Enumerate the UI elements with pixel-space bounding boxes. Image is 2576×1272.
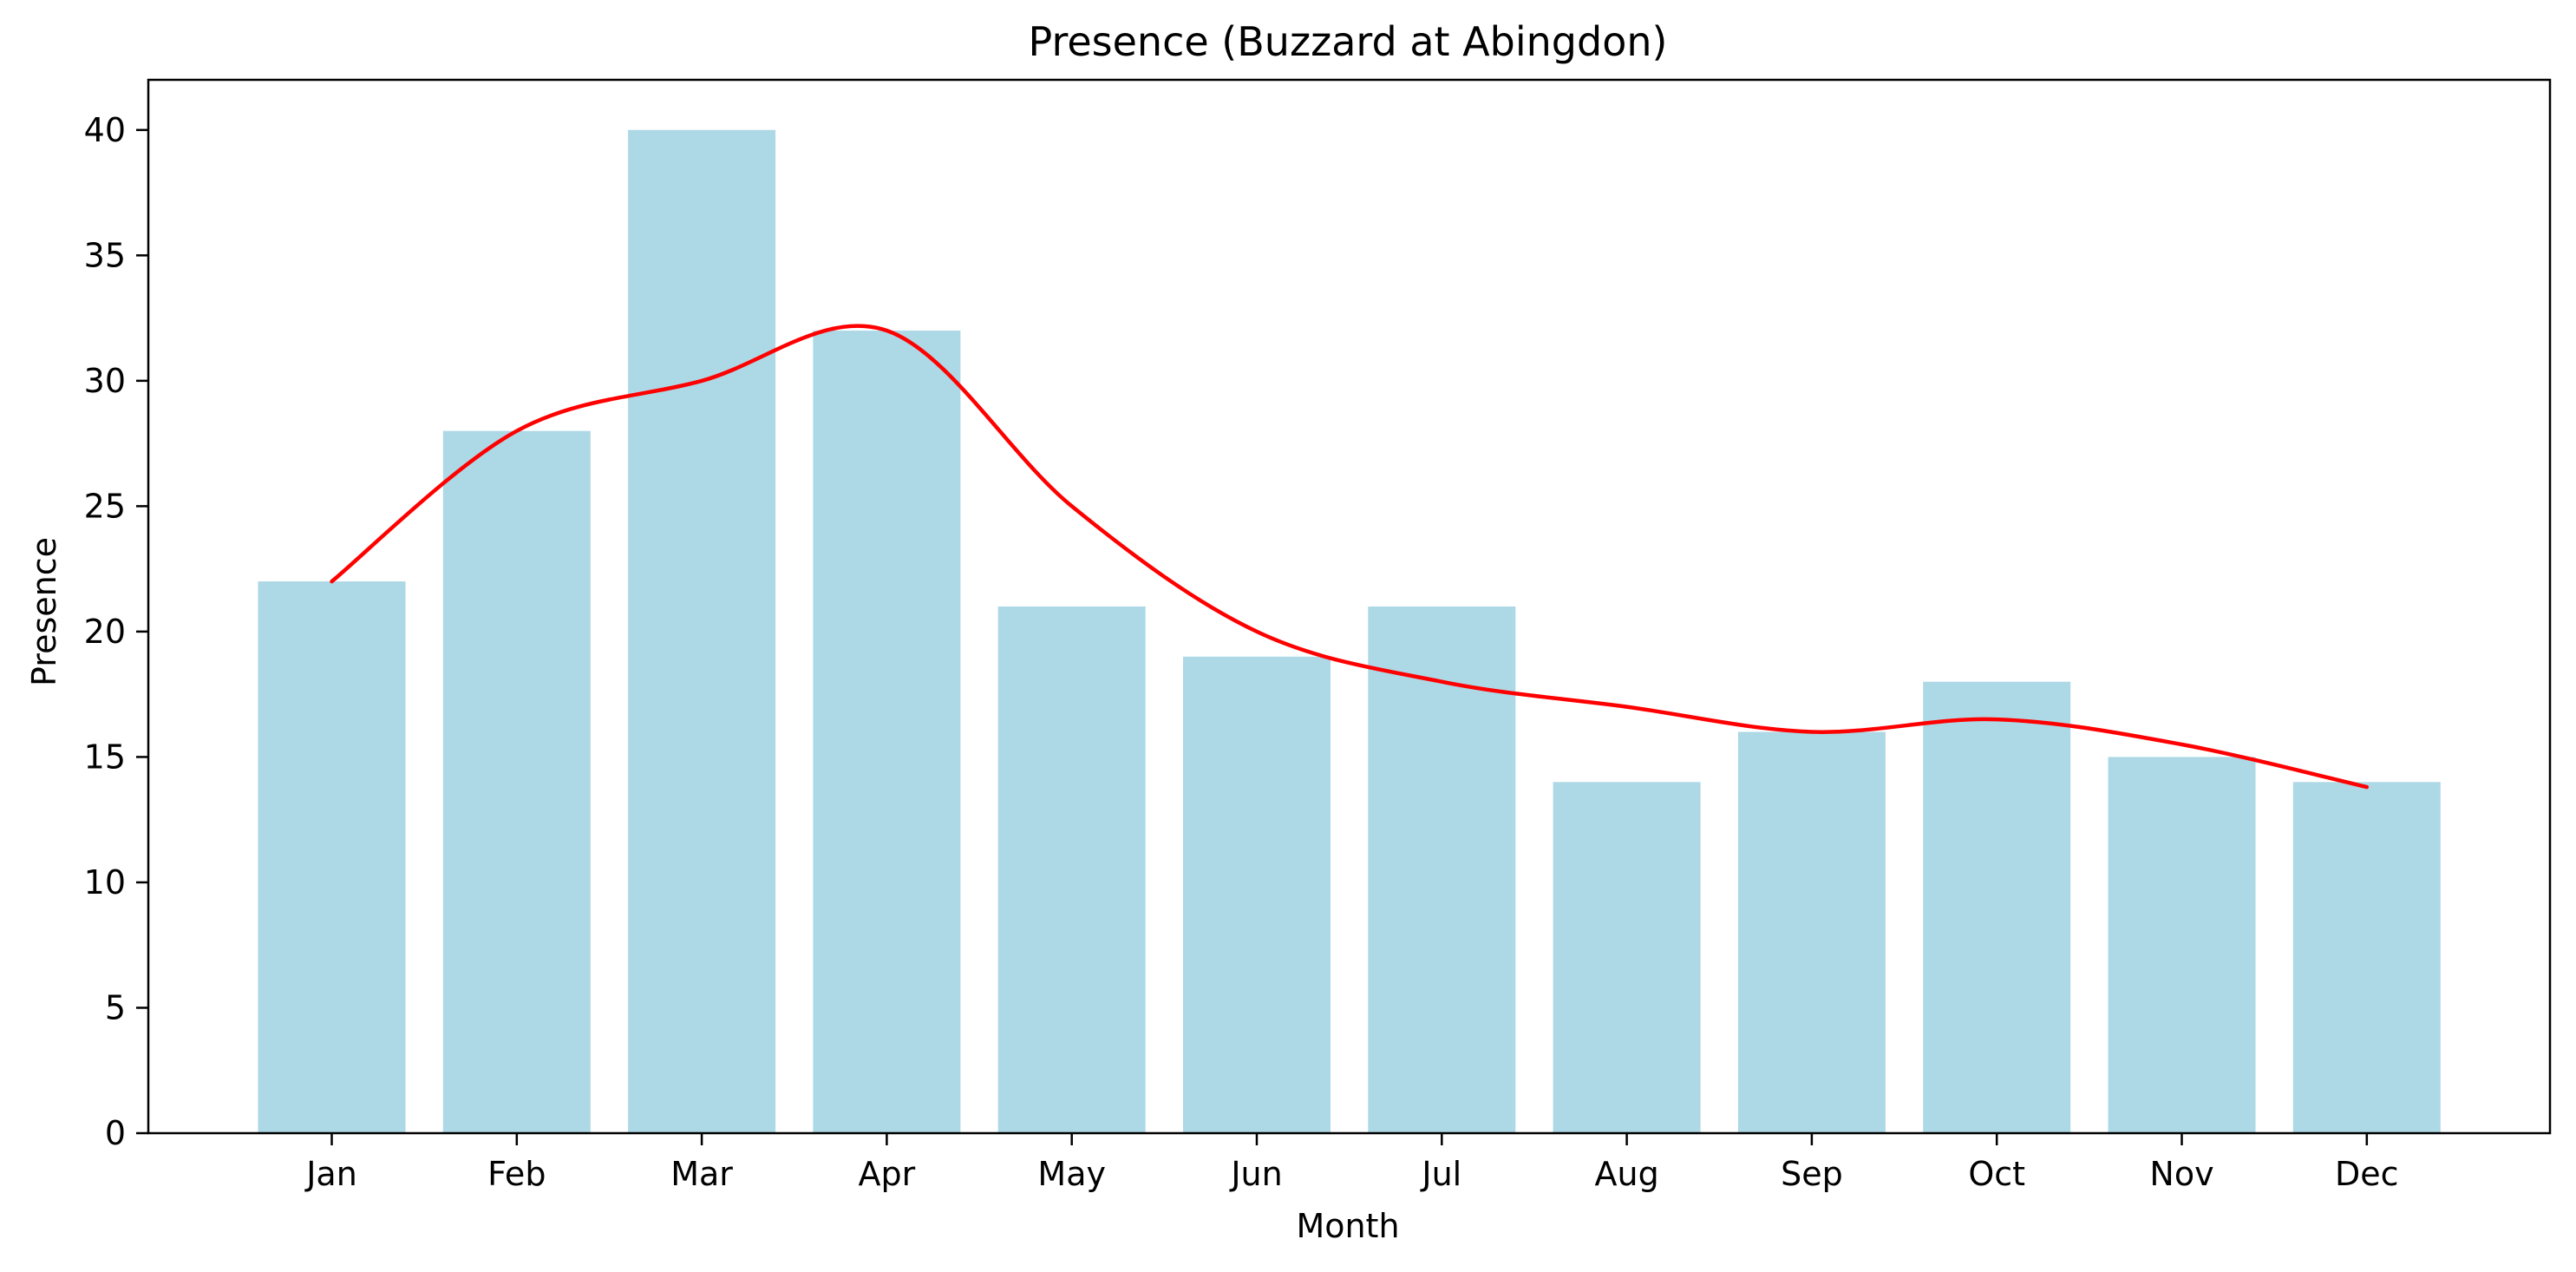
bar-dec — [2292, 782, 2441, 1133]
bar-jan — [258, 581, 406, 1133]
bar-aug — [1553, 782, 1701, 1133]
chart-title: Presence (Buzzard at Abingdon) — [1029, 18, 1668, 65]
x-tick-label-mar: Mar — [670, 1155, 733, 1193]
x-tick-label-jul: Jul — [1420, 1155, 1461, 1193]
x-tick-label-nov: Nov — [2149, 1155, 2213, 1193]
y-tick-label: 0 — [105, 1114, 126, 1152]
plot-frame — [147, 78, 2552, 1135]
y-tick-label: 10 — [84, 863, 126, 902]
bar-apr — [813, 331, 961, 1133]
bar-mar — [628, 129, 776, 1133]
trend-line — [330, 324, 2370, 790]
bar-may — [997, 606, 1146, 1133]
bar-sep — [1737, 731, 1886, 1133]
y-tick-label: 40 — [84, 111, 126, 149]
x-tick-label-jan: Jan — [304, 1155, 357, 1193]
bar-jun — [1183, 656, 1330, 1133]
x-axis-ticks: Jan Feb Mar Apr May Jun Jul Aug Sep Oct Nov Dec — [304, 1133, 2399, 1193]
x-tick-label-feb: Feb — [487, 1155, 546, 1193]
x-tick-label-jun: Jun — [1229, 1155, 1282, 1193]
y-tick-label: 5 — [105, 988, 126, 1026]
x-tick-label-apr: Apr — [859, 1155, 916, 1193]
x-tick-label-sep: Sep — [1781, 1155, 1843, 1193]
bar-jul — [1368, 606, 1516, 1133]
bar-feb — [442, 430, 591, 1134]
bars-group — [258, 129, 2441, 1134]
x-tick-label-aug: Aug — [1594, 1155, 1658, 1193]
x-tick-label-may: May — [1037, 1155, 1106, 1193]
y-tick-label: 30 — [84, 362, 126, 400]
y-tick-label: 25 — [84, 487, 126, 525]
x-tick-label-oct: Oct — [1968, 1155, 2025, 1193]
bar-nov — [2108, 757, 2256, 1133]
bar-oct — [1923, 681, 2071, 1133]
x-tick-label-dec: Dec — [2335, 1155, 2399, 1193]
y-tick-label: 35 — [84, 236, 126, 274]
x-axis-label: Month — [1296, 1207, 1399, 1245]
y-tick-label: 15 — [84, 738, 126, 776]
y-axis-label: Presence — [25, 537, 63, 686]
y-tick-label: 20 — [84, 613, 126, 651]
y-axis-ticks: 0 5 10 15 20 25 30 35 40 — [84, 111, 148, 1152]
